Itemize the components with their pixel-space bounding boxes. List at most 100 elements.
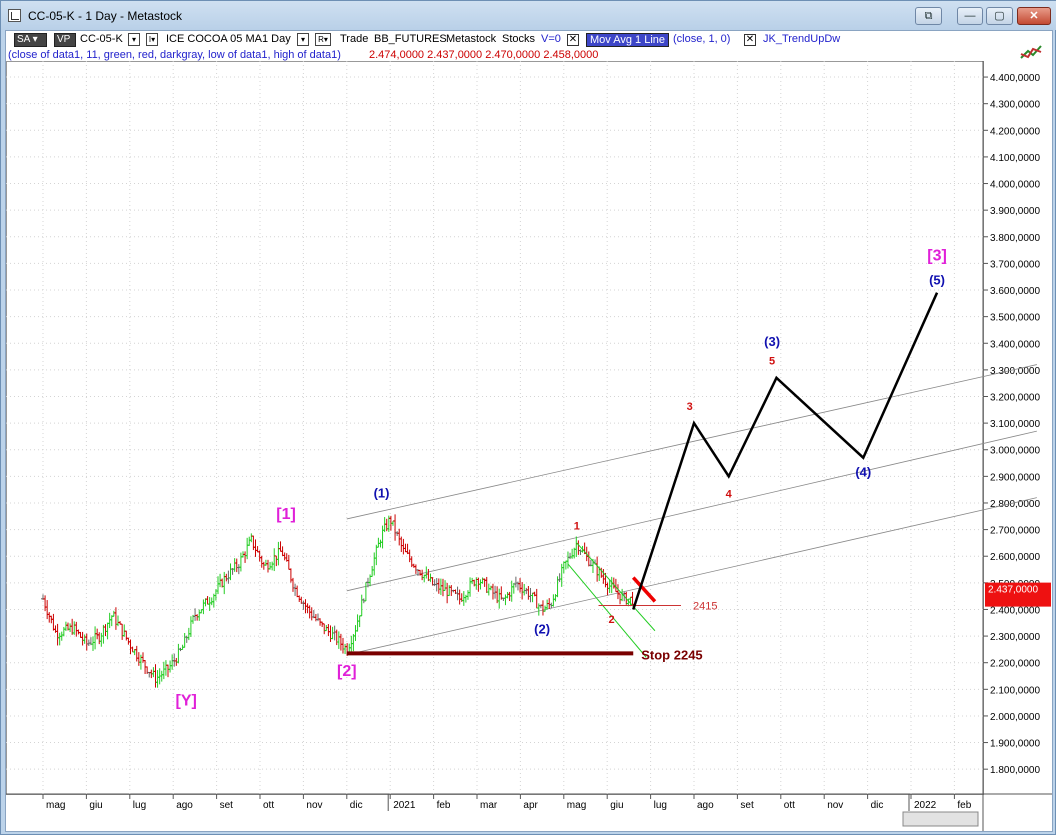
sa-button[interactable]: SA ▾ [14, 33, 47, 47]
x-tick-label: nov [827, 800, 843, 811]
channel-line [346, 497, 1037, 656]
y-tick-label: 3.300,0000 [990, 366, 1040, 377]
trend-indicator-label[interactable]: JK_TrendUpDw [763, 33, 841, 45]
y-tick-label: 2.000,0000 [990, 712, 1040, 723]
wave-label: [2] [337, 663, 357, 680]
y-tick-label: 3.000,0000 [990, 446, 1040, 457]
mov-avg-params: (close, 1, 0) [673, 33, 731, 45]
y-tick-label: 3.900,0000 [990, 206, 1040, 217]
y-tick-label: 2.300,0000 [990, 632, 1040, 643]
downtrend-line-upper [576, 542, 656, 632]
x-tick-label: 2022 [914, 800, 937, 811]
wave-label: [1] [276, 506, 296, 523]
wave-label: 4 [726, 489, 733, 501]
x-tick-label: set [220, 800, 234, 811]
feed-label: BB_FUTURES [374, 33, 447, 45]
wave-label: [3] [927, 248, 947, 265]
interval-dropdown-icon[interactable]: ▾ [297, 33, 309, 46]
window-title: CC-05-K - 1 Day - Metastock [28, 9, 183, 23]
y-tick-label: 2.400,0000 [990, 605, 1040, 616]
volume-label: V=0 [541, 33, 561, 45]
x-tick-label: ago [697, 800, 714, 811]
x-tick-label: mag [567, 800, 586, 811]
restore-chart-button[interactable]: ⧉ [915, 7, 942, 25]
last-price-box [985, 582, 1051, 607]
title-bar[interactable]: CC-05-K - 1 Day - Metastock ⧉ — ▢ ✕ [1, 1, 1056, 30]
minimize-button[interactable]: — [957, 7, 983, 25]
interval-label: 1 Day [262, 33, 291, 45]
indicator-params-line: (close of data1, 11, green, red, darkgra… [8, 49, 341, 61]
x-tick-label: feb [957, 800, 971, 811]
maximize-button[interactable]: ▢ [986, 7, 1013, 25]
y-tick-label: 4.000,0000 [990, 180, 1040, 191]
remove-mov-avg-icon[interactable]: ✕ [744, 34, 756, 46]
wave-label: (4) [855, 464, 871, 479]
symbol-label: CC-05-K [80, 33, 123, 45]
y-tick-label: 4.100,0000 [990, 153, 1040, 164]
chart-area[interactable]: 4.400,0000 4.300,0000 4.200,0000 4.100,0000… [5, 30, 1053, 832]
x-tick-label: nov [306, 800, 322, 811]
projection-path [632, 292, 939, 610]
wave-label: (3) [764, 334, 780, 349]
y-tick-label: 3.400,0000 [990, 339, 1040, 350]
y-tick-label: 2.800,0000 [990, 499, 1040, 510]
wave-label: (1) [374, 486, 390, 501]
x-tick-label: feb [437, 800, 451, 811]
instrument-label: ICE COCOA 05 MA [166, 33, 262, 45]
y-tick-label: 3.800,0000 [990, 233, 1040, 244]
plot-frame [6, 61, 984, 795]
x-tick-label: apr [523, 800, 538, 811]
y-tick-label: 2.900,0000 [990, 472, 1040, 483]
level-2415-label: 2415 [693, 600, 717, 612]
chart-tools-icon[interactable] [1019, 43, 1045, 61]
y-tick-label: 3.600,0000 [990, 286, 1040, 297]
insert-icon[interactable]: I▾ [146, 33, 158, 46]
price-chart[interactable]: 4.400,0000 4.300,0000 4.200,0000 4.100,0000… [6, 31, 1053, 832]
x-tick-label: ott [263, 800, 274, 811]
y-tick-label: 3.700,0000 [990, 259, 1040, 270]
provider-label: Metastock [446, 33, 497, 45]
y-tick-label: 2.200,0000 [990, 659, 1040, 670]
wave-label: [Y] [176, 692, 197, 709]
downtrend-line-lower [567, 563, 647, 658]
y-tick-label: 2.700,0000 [990, 526, 1040, 537]
y-tick-label: 3.100,0000 [990, 419, 1040, 430]
x-tick-label: dic [871, 800, 884, 811]
y-tick-label: 3.500,0000 [990, 313, 1040, 324]
close-button[interactable]: ✕ [1017, 7, 1051, 25]
y-tick-label: 3.200,0000 [990, 393, 1040, 404]
x-tick-label: ago [176, 800, 193, 811]
x-tick-label: giu [610, 800, 623, 811]
x-tick-label: giu [89, 800, 102, 811]
channel-line [346, 430, 1037, 592]
wave-label: 3 [687, 401, 693, 413]
stop-label: Stop 2245 [641, 647, 702, 662]
y-tick-label: 4.300,0000 [990, 100, 1040, 111]
last-price-label: 2.437,0000 [988, 585, 1038, 596]
indicator-values-line: 2.474,0000 2.437,0000 2.470,0000 2.458,0… [369, 49, 599, 61]
channel-line [346, 364, 1037, 520]
x-tick-label: mar [480, 800, 498, 811]
refresh-dropdown-icon[interactable]: R▾ [315, 33, 331, 46]
mov-avg-indicator[interactable]: Mov Avg 1 Line [586, 33, 670, 47]
symbol-dropdown-icon[interactable]: ▾ [128, 33, 140, 46]
wave-label: 2 [608, 614, 614, 626]
y-tick-label: 4.400,0000 [990, 73, 1040, 84]
x-tick-label: ott [784, 800, 795, 811]
x-tick-label: 2021 [393, 800, 416, 811]
x-tick-label: lug [133, 800, 146, 811]
x-tick-label: dic [350, 800, 363, 811]
scroll-thumb [902, 811, 979, 827]
y-tick-label: 1.900,0000 [990, 739, 1040, 750]
wave-label: (5) [929, 273, 945, 288]
x-tick-label: set [740, 800, 754, 811]
wave-label: (2) [534, 621, 550, 636]
app-icon [8, 9, 21, 22]
remove-volume-icon[interactable]: ✕ [567, 34, 579, 46]
y-tick-label: 2.100,0000 [990, 685, 1040, 696]
x-tick-label: mag [46, 800, 65, 811]
x-tick-label: lug [654, 800, 667, 811]
vp-button[interactable]: VP [54, 33, 76, 47]
wave-label: 5 [769, 356, 775, 368]
